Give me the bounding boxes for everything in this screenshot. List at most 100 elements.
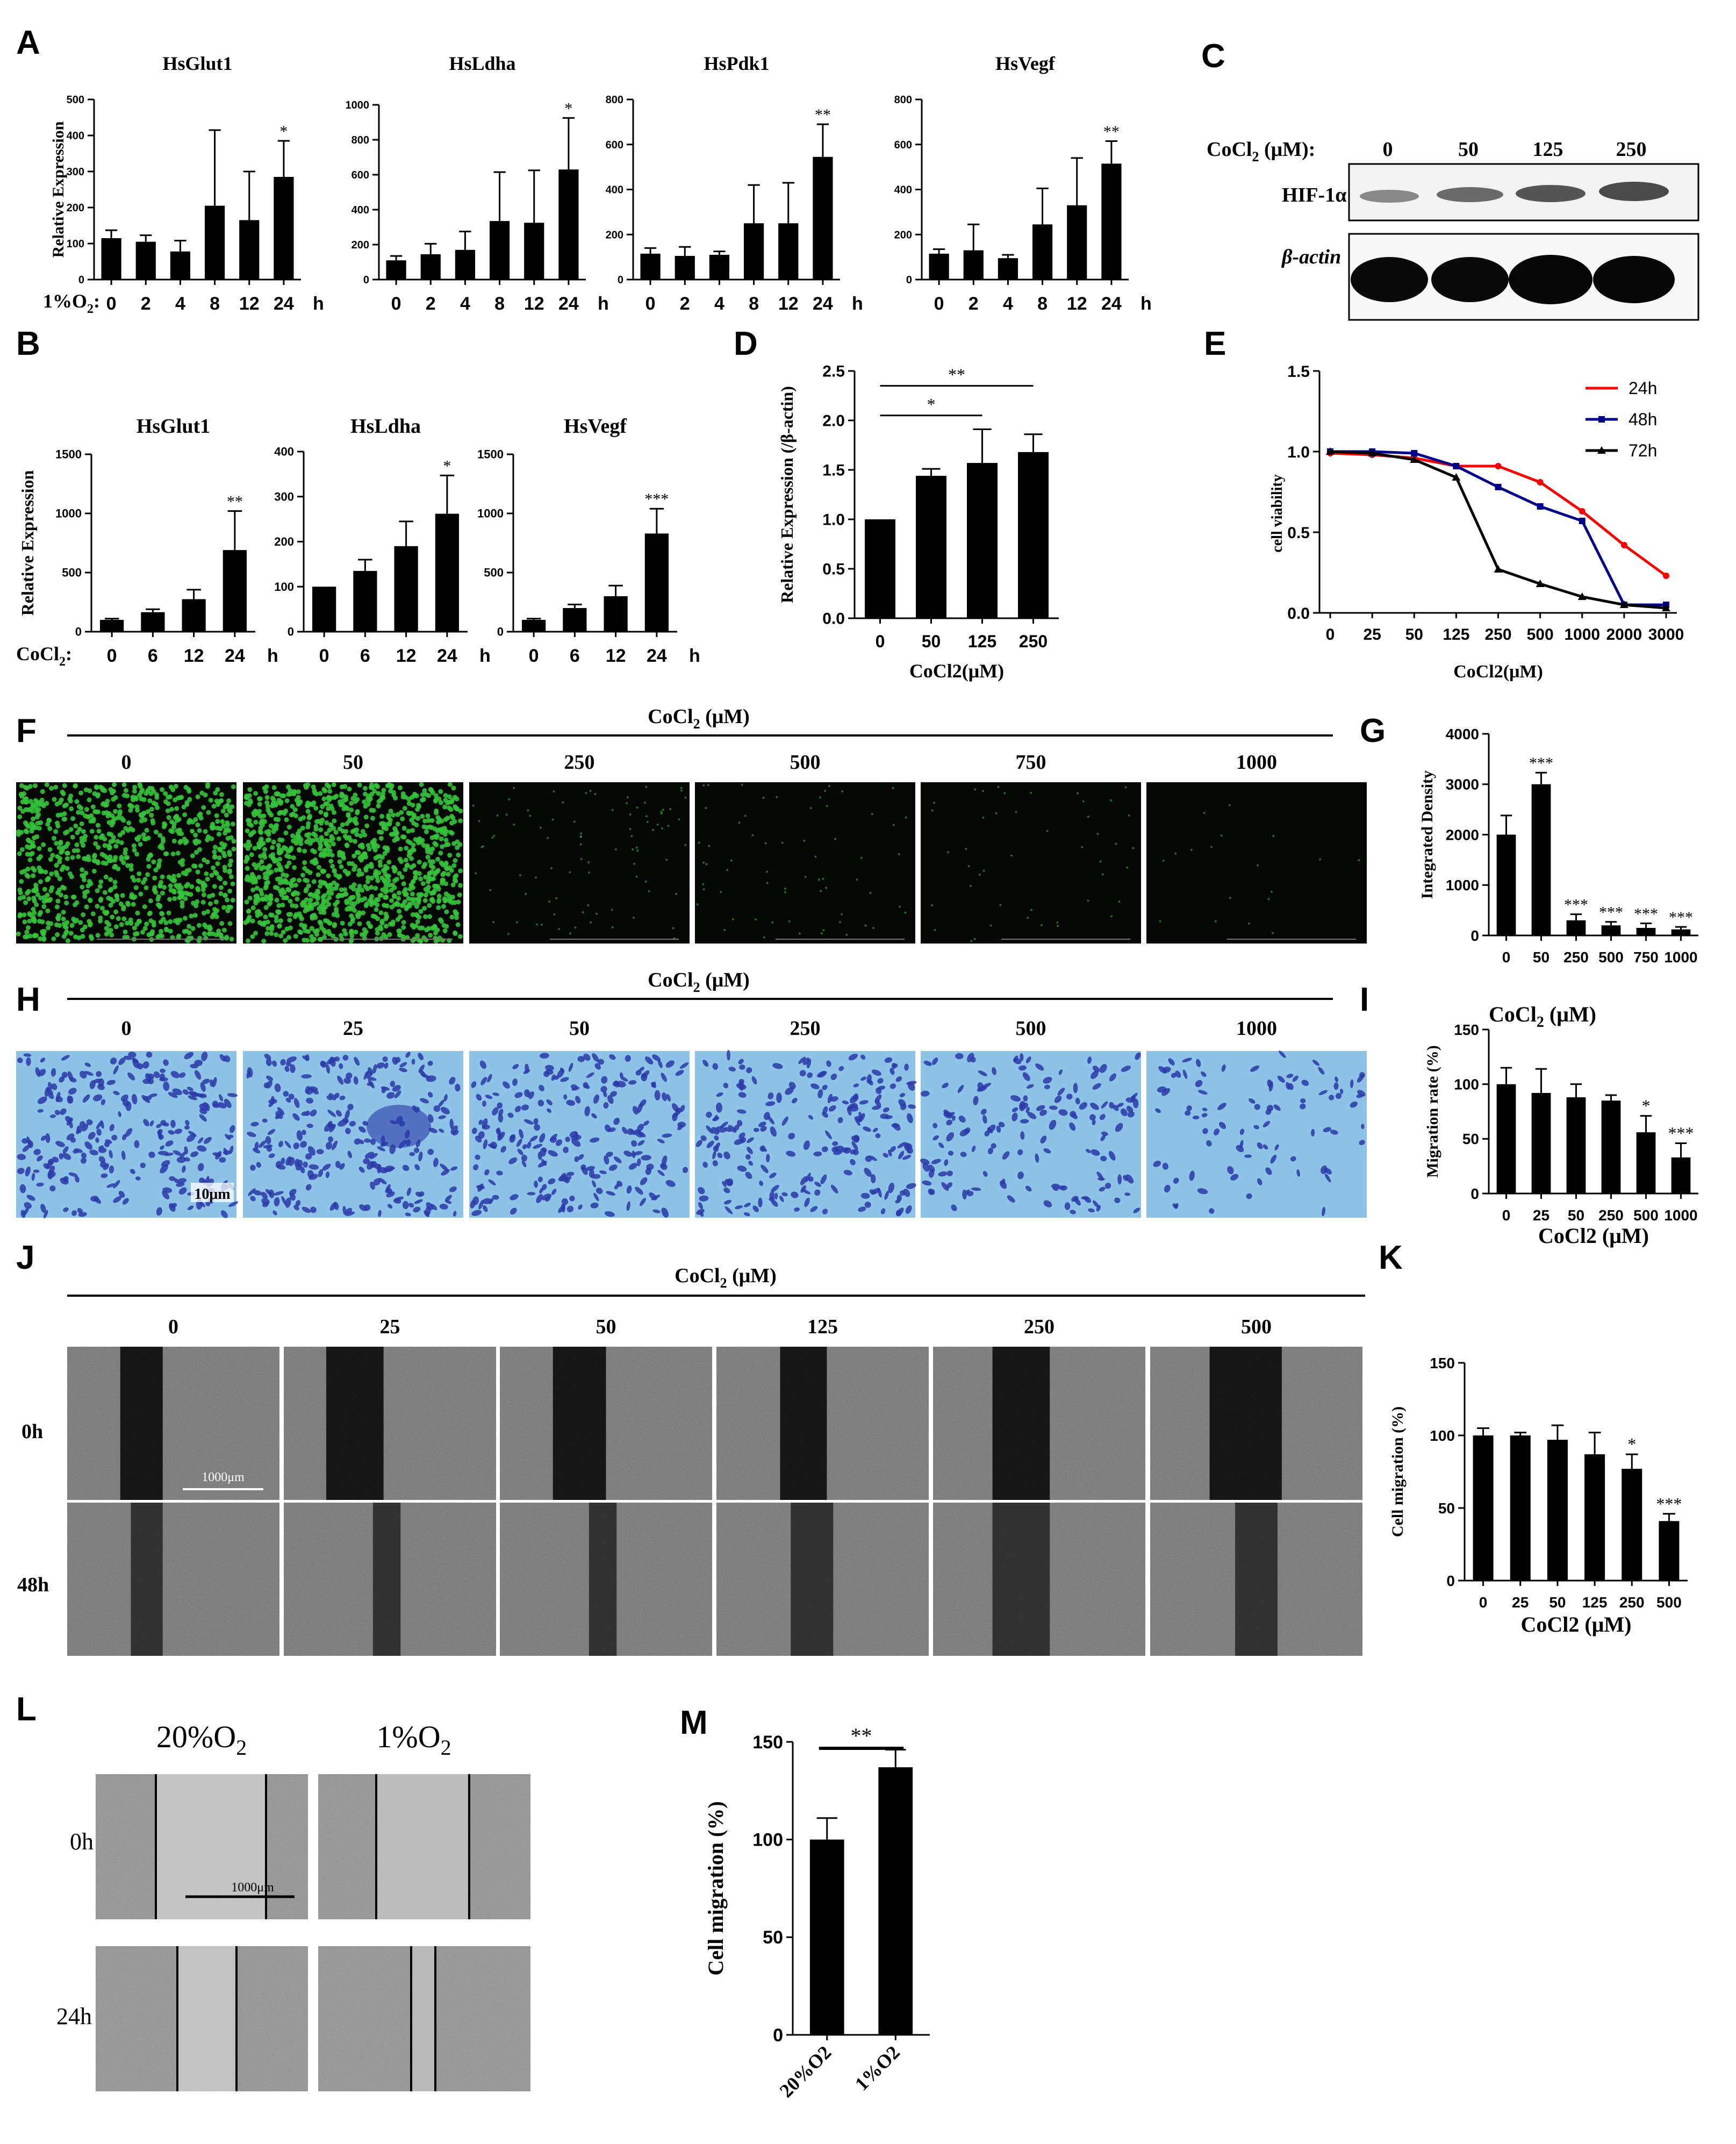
- fluorescent-cell: [272, 859, 277, 864]
- stained-cell: [923, 1060, 932, 1066]
- chart-title: HsGlut1: [162, 53, 232, 74]
- fluorescent-cell: [248, 832, 253, 838]
- fluorescent-cell: [730, 859, 733, 862]
- stained-cell: [942, 1082, 949, 1089]
- bar: [1601, 925, 1621, 935]
- fluorescent-cell: [184, 883, 189, 889]
- fluorescent-cell: [401, 920, 406, 925]
- fluorescent-cell: [190, 819, 195, 825]
- stained-cell: [1257, 1142, 1263, 1149]
- stained-cell: [186, 1087, 193, 1091]
- fluorescent-cell: [118, 809, 123, 814]
- fluorescent-cell: [222, 842, 227, 847]
- stained-cell: [791, 1191, 799, 1198]
- stained-cell: [539, 1084, 545, 1091]
- fluorescent-cell: [834, 838, 836, 840]
- fluorescent-cell: [443, 793, 448, 798]
- stained-cell: [316, 1149, 324, 1155]
- fluorescent-cell: [138, 841, 143, 847]
- stained-cell: [830, 1184, 838, 1194]
- fluorescent-cell: [288, 925, 293, 931]
- bar: [1531, 784, 1551, 935]
- panel-l-cond-2-text: 1%O: [376, 1719, 440, 1754]
- x-tick-label: 250: [1563, 949, 1589, 966]
- stained-cell: [165, 1140, 174, 1147]
- fluorescent-cell: [362, 785, 368, 791]
- stained-cell: [906, 1081, 917, 1085]
- y-tick-label: 400: [606, 184, 623, 196]
- fluorescent-cell: [166, 801, 171, 806]
- stained-cell: [528, 1091, 534, 1099]
- fluorescent-cell: [353, 816, 358, 821]
- fluorescent-cell: [105, 798, 110, 804]
- x-unit-label: h: [267, 646, 278, 666]
- fluorescent-cell: [672, 927, 675, 930]
- fluorescent-cell: [104, 931, 109, 937]
- fluorescent-cell: [820, 932, 823, 935]
- fluorescent-cell: [166, 910, 171, 916]
- dose-label: 25: [380, 1316, 400, 1338]
- fluorescent-cell: [246, 938, 251, 944]
- fluorescent-cell: [18, 791, 24, 797]
- fluorescent-cell: [90, 911, 96, 917]
- fluorescent-cell: [414, 913, 420, 918]
- bar: [1671, 1157, 1691, 1194]
- stained-cell: [342, 1205, 347, 1215]
- stained-cell: [61, 1071, 68, 1078]
- fluorescent-cell: [698, 841, 700, 844]
- fluorescent-cell: [56, 887, 62, 892]
- y-tick-label: 400: [67, 130, 84, 142]
- stained-cell: [369, 1153, 378, 1160]
- fluorescent-cell: [149, 806, 154, 812]
- fluorescent-cell: [246, 918, 251, 923]
- stained-cell: [753, 1127, 759, 1132]
- stained-cell: [427, 1148, 434, 1155]
- fluorescent-cell: [128, 867, 134, 872]
- stained-cell: [991, 1143, 996, 1149]
- stained-cell: [162, 1122, 169, 1127]
- fluorescent-cell: [37, 825, 42, 831]
- stained-cell: [408, 1203, 414, 1208]
- y-tick-label: 800: [894, 94, 912, 106]
- svg-text:1%O2:: 1%O2:: [43, 290, 100, 316]
- stained-cell: [1126, 1105, 1134, 1113]
- fluorescent-cell: [401, 826, 407, 831]
- fluorescent-cell: [111, 835, 116, 840]
- fluorescent-cell: [1124, 786, 1127, 789]
- panel-c-header-suffix: (μM):: [1259, 138, 1315, 161]
- panel-l-cond-2-sub: 2: [441, 1735, 451, 1760]
- stained-cell: [281, 1157, 285, 1165]
- fluorescent-cell: [250, 918, 255, 924]
- fluorescent-cell: [176, 873, 182, 878]
- stained-cell: [202, 1102, 208, 1107]
- stained-cell: [307, 1146, 315, 1156]
- y-tick-label: 0: [78, 274, 84, 286]
- stained-cell: [123, 1099, 130, 1107]
- fluorescent-cell: [223, 868, 228, 873]
- stained-cell: [720, 1121, 728, 1128]
- stained-cell: [514, 1092, 523, 1098]
- fluorescent-cell: [370, 913, 376, 919]
- blot-hif1a-band-3: [1516, 185, 1586, 202]
- fluorescent-cell: [174, 806, 180, 811]
- fluorescent-cell: [475, 872, 477, 875]
- fluorescent-cell: [397, 871, 402, 876]
- stained-cell: [640, 1198, 646, 1206]
- stained-cell: [536, 1194, 543, 1203]
- fluorescent-cell: [131, 843, 137, 848]
- fluorescent-cell: [388, 788, 393, 794]
- fluorescent-cell: [826, 805, 828, 807]
- fluorescent-cell: [645, 815, 648, 818]
- fluorescent-cell: [272, 885, 278, 890]
- stained-cell: [884, 1190, 889, 1200]
- fluorescent-cell: [410, 828, 415, 833]
- fluorescent-cell: [50, 853, 55, 858]
- fluorescent-cell: [218, 847, 223, 853]
- stained-cell: [149, 1120, 154, 1127]
- fluorescent-cell: [351, 867, 357, 872]
- stained-cell: [883, 1107, 889, 1113]
- fluorescent-cell: [345, 821, 350, 826]
- fluorescent-cell: [228, 874, 234, 880]
- y-tick-label: 1.5: [1287, 363, 1310, 381]
- x-tick-label: 250: [1619, 1594, 1645, 1611]
